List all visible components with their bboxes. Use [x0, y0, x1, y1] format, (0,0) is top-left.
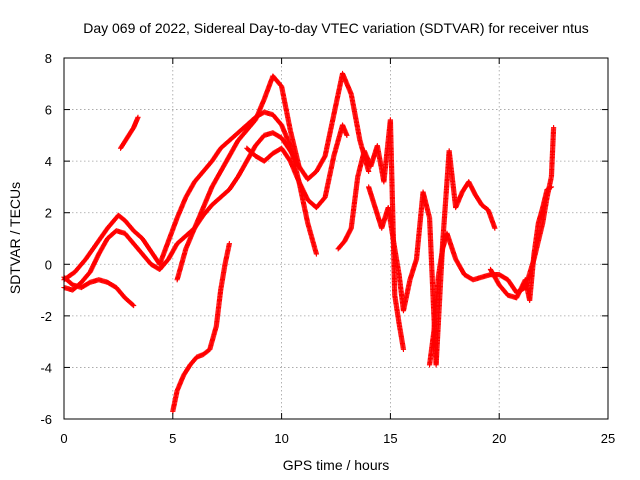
x-tick-label: 25 [601, 431, 615, 446]
data-point [551, 125, 556, 130]
y-tick-label: 8 [45, 51, 52, 66]
x-tick-label: 20 [492, 431, 506, 446]
y-tick-label: -2 [40, 309, 52, 324]
sdtvar-chart: Day 069 of 2022, Sidereal Day-to-day VTE… [0, 0, 640, 480]
series-track-d [118, 115, 141, 151]
y-tick-label: -6 [40, 412, 52, 427]
x-tick-label: 10 [274, 431, 288, 446]
axis-ticks: 0 5 10 15 20 25 -6 -4 -2 0 2 4 6 8 [40, 51, 615, 446]
x-tick-label: 0 [60, 431, 67, 446]
series-track-k [488, 184, 554, 303]
x-tick-label: 5 [169, 431, 176, 446]
y-tick-label: 6 [45, 103, 52, 118]
y-tick-label: 2 [45, 206, 52, 221]
y-axis-label: SDTVAR / TECUs [7, 182, 23, 294]
series-track-f [175, 71, 372, 282]
chart-title: Day 069 of 2022, Sidereal Day-to-day VTE… [83, 20, 589, 36]
x-axis-label: GPS time / hours [283, 457, 390, 473]
y-tick-label: 0 [45, 257, 52, 272]
y-tick-label: 4 [45, 154, 52, 169]
series-track-h [336, 117, 406, 352]
y-tick-label: -4 [40, 360, 52, 375]
data-points [61, 71, 556, 414]
x-tick-label: 15 [383, 431, 397, 446]
